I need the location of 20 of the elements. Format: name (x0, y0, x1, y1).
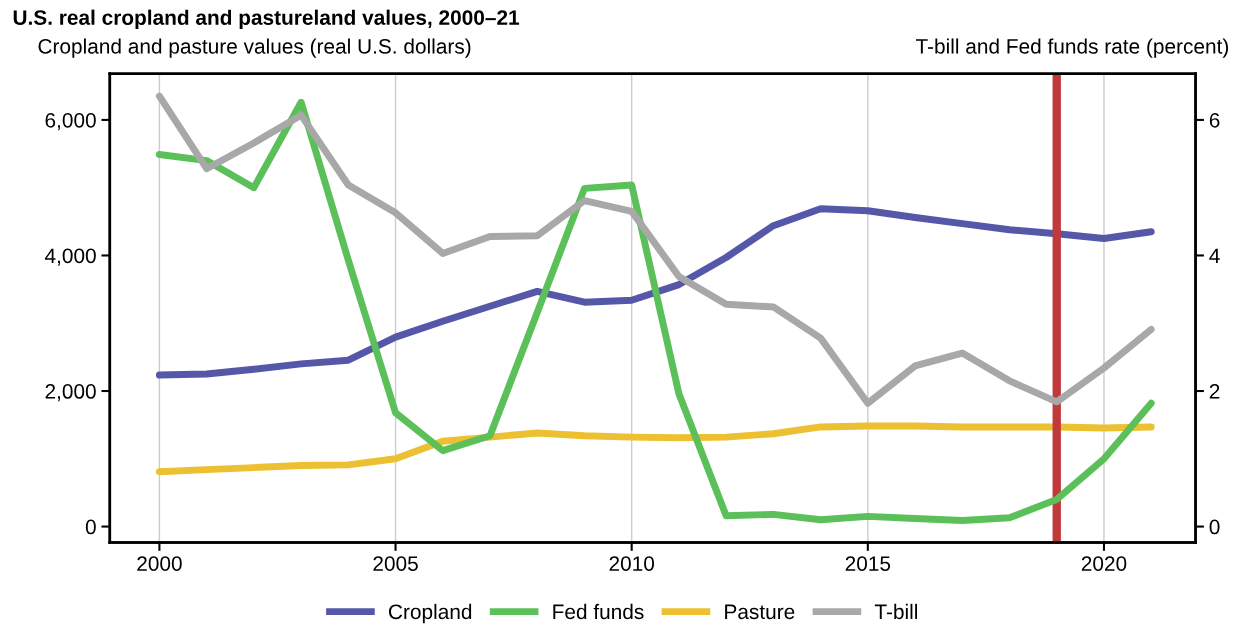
chart-title: U.S. real cropland and pastureland values, 2000–21 (13, 9, 520, 30)
y2-tick-label: 2 (1209, 384, 1220, 399)
y-tick-label: 4,000 (44, 248, 96, 266)
y-axis-title: Cropland and pasture values (real U.S. dollars) (38, 38, 471, 58)
x-tick-label: 2000 (137, 556, 182, 571)
x-tick-label: 2015 (845, 556, 891, 571)
legend-label: T-bill (874, 603, 918, 620)
legend-label: Cropland (388, 603, 472, 624)
y2-tick-label: 0 (1209, 519, 1220, 535)
y2-axis-title: T-bill and Fed funds rate (percent) (915, 38, 1229, 58)
y2-tick-label: 6 (1209, 112, 1220, 128)
x-tick-label: 2020 (1081, 556, 1127, 571)
y2-tick-label: 4 (1209, 248, 1220, 264)
y-tick-label: 2,000 (45, 384, 96, 402)
x-tick-label: 2005 (373, 556, 418, 571)
y-tick-label: 0 (85, 519, 96, 535)
x-tick-label: 2010 (609, 556, 655, 571)
legend-label: Pasture (725, 604, 795, 620)
legend-label: Fed funds (553, 603, 644, 620)
y-tick-label: 6,000 (45, 112, 96, 131)
